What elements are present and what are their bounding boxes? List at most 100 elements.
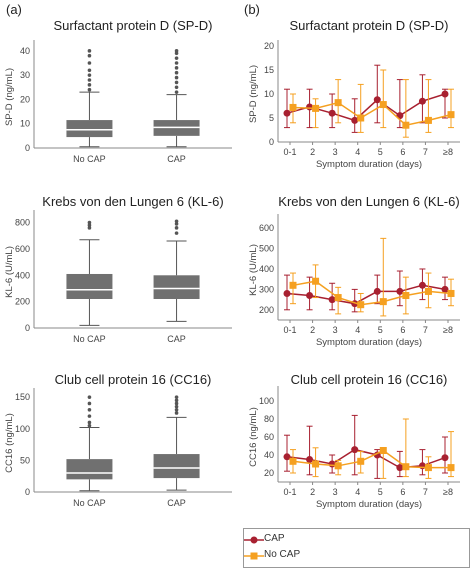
chart6-xtick-1: 2 bbox=[310, 487, 315, 497]
chart1-outlier-0-3 bbox=[87, 73, 92, 77]
chart4-xtick-3: 4 bbox=[355, 147, 360, 157]
legend-cap-label: CAP bbox=[264, 533, 285, 544]
chart6-xtick-3: 4 bbox=[355, 487, 360, 497]
chart2-xtick-0: No CAP bbox=[73, 334, 106, 344]
chart5-nocap-line bbox=[292, 280, 452, 306]
chart6-ytick-0: 20 bbox=[264, 468, 274, 478]
chart1-outlier-1-2 bbox=[174, 80, 179, 85]
chart-canvas: (a) (b)Surfactant protein D (SP-D)0102030… bbox=[4, 2, 460, 510]
chart6-ytick-3: 80 bbox=[264, 414, 274, 424]
panel-label-a: (a) bbox=[6, 2, 22, 17]
chart5-nocap-point-6 bbox=[424, 287, 432, 295]
chart5-ytick-1: 300 bbox=[259, 284, 274, 294]
chart3-ytick-0: 0 bbox=[25, 487, 30, 497]
chart5-xtick-0: 0-1 bbox=[283, 325, 296, 335]
chart5-xtick-2: 3 bbox=[333, 325, 338, 335]
chart6-cap-point-0 bbox=[283, 453, 291, 461]
chart6-xtick-7: ≥8 bbox=[443, 487, 453, 497]
chart4-xtick-7: ≥8 bbox=[443, 147, 453, 157]
chart4-xlabel: Symptom duration (days) bbox=[316, 159, 422, 170]
chart2-ytick-1: 200 bbox=[15, 297, 30, 307]
chart5-ylabel: KL-6 (U/mL) bbox=[248, 244, 259, 296]
chart4-nocap-point-2 bbox=[334, 99, 342, 107]
chart6-xtick-0: 0-1 bbox=[283, 487, 296, 497]
chart4-xtick-0: 0-1 bbox=[283, 147, 296, 157]
chart3-title: Club cell protein 16 (CC16) bbox=[55, 372, 212, 387]
chart5-nocap-point-1 bbox=[312, 277, 320, 285]
chart1-xtick-1: CAP bbox=[167, 154, 186, 164]
chart3-outlier-1-0 bbox=[174, 411, 179, 415]
chart4-nocap-point-1 bbox=[312, 104, 320, 112]
panel-label-b: (b) bbox=[244, 2, 260, 17]
chart3-box-0 bbox=[66, 459, 113, 480]
legend-nocap-label: No CAP bbox=[264, 549, 301, 560]
chart1-outlier-1-4 bbox=[174, 70, 179, 75]
chart6-xtick-2: 3 bbox=[333, 487, 338, 497]
chart5-nocap-point-3 bbox=[357, 301, 365, 309]
chart2-outlier-1-3 bbox=[174, 219, 179, 224]
chart1-outlier-1-1 bbox=[174, 85, 179, 90]
chart5-cap-point-5 bbox=[396, 287, 404, 295]
chart3-ytick-3: 150 bbox=[15, 392, 30, 402]
chart1-ytick-1: 10 bbox=[20, 119, 30, 129]
chart4-nocap-point-7 bbox=[447, 111, 455, 119]
chart3-outlier-0-1 bbox=[87, 420, 92, 425]
chart3-outlier-1-2 bbox=[174, 404, 179, 409]
chart4-ytick-3: 15 bbox=[264, 65, 274, 75]
chart6-xtick-5: 6 bbox=[400, 487, 405, 497]
chart4-ytick-0: 0 bbox=[269, 137, 274, 147]
chart4-title: Surfactant protein D (SP-D) bbox=[290, 18, 449, 33]
chart1-ytick-0: 0 bbox=[25, 143, 30, 153]
chart6-nocap-point-6 bbox=[424, 464, 432, 472]
chart4-cap-point-7 bbox=[441, 90, 449, 98]
chart6-xlabel: Symptom duration (days) bbox=[316, 499, 422, 510]
chart5-xlabel: Symptom duration (days) bbox=[316, 337, 422, 348]
chart3-xtick-0: No CAP bbox=[73, 498, 106, 508]
chart5-xtick-1: 2 bbox=[310, 325, 315, 335]
chart1-outlier-0-4 bbox=[87, 68, 92, 73]
chart4-ytick-1: 5 bbox=[269, 113, 274, 123]
chart6-cap-point-2 bbox=[328, 460, 336, 468]
chart4-xtick-2: 3 bbox=[333, 147, 338, 157]
chart5-cap-point-0 bbox=[283, 289, 291, 297]
chart5-cap-point-2 bbox=[328, 296, 336, 304]
chart5-xtick-3: 4 bbox=[355, 325, 360, 335]
chart6-nocap-point-5 bbox=[402, 463, 410, 471]
chart2-ytick-2: 400 bbox=[15, 270, 30, 280]
chart1-xtick-0: No CAP bbox=[73, 154, 106, 164]
chart5-ytick-4: 600 bbox=[259, 223, 274, 233]
chart6-ytick-4: 100 bbox=[259, 396, 274, 406]
chart6-cap-point-1 bbox=[306, 456, 314, 463]
chart1-outlier-1-9 bbox=[174, 49, 179, 53]
chart6-nocap-point-2 bbox=[334, 462, 342, 470]
chart5-nocap-point-0 bbox=[289, 281, 297, 289]
chart5-xtick-6: 7 bbox=[423, 325, 428, 335]
chart6-cap-point-6 bbox=[418, 462, 426, 470]
chart5-ytick-2: 400 bbox=[259, 264, 274, 274]
chart4-cap-point-2 bbox=[328, 109, 336, 117]
chart4-cap-point-6 bbox=[418, 97, 426, 105]
chart3-outlier-1-5 bbox=[174, 395, 179, 399]
chart4-cap-point-0 bbox=[283, 109, 291, 117]
chart4-cap-point-4 bbox=[373, 96, 381, 104]
chart4-nocap-point-3 bbox=[357, 114, 365, 122]
chart4-nocap-point-5 bbox=[402, 121, 410, 129]
chart1-outlier-0-7 bbox=[87, 49, 92, 53]
chart1-ylabel: SP-D (ng/mL) bbox=[4, 68, 15, 126]
chart2-ylabel: KL-6 (U/mL) bbox=[4, 246, 15, 298]
chart4-xtick-5: 6 bbox=[400, 147, 405, 157]
chart6-nocap-line bbox=[292, 449, 451, 469]
chart5-nocap-point-4 bbox=[379, 298, 387, 306]
chart2-ytick-0: 0 bbox=[25, 323, 30, 333]
chart2-outlier-1-2 bbox=[174, 222, 179, 226]
chart1-outlier-1-5 bbox=[174, 66, 179, 70]
chart2-title: Krebs von den Lungen 6 (KL-6) bbox=[42, 194, 223, 209]
chart4-xtick-6: 7 bbox=[423, 147, 428, 157]
chart4-ytick-2: 10 bbox=[264, 89, 274, 99]
chart6-nocap-point-4 bbox=[379, 447, 387, 454]
chart5-title: Krebs von den Lungen 6 (KL-6) bbox=[278, 194, 459, 209]
chart1-outlier-1-0 bbox=[174, 90, 179, 94]
chart3-outlier-1-4 bbox=[174, 398, 179, 403]
chart1-outlier-1-6 bbox=[174, 61, 179, 65]
chart4-xtick-1: 2 bbox=[310, 147, 315, 157]
